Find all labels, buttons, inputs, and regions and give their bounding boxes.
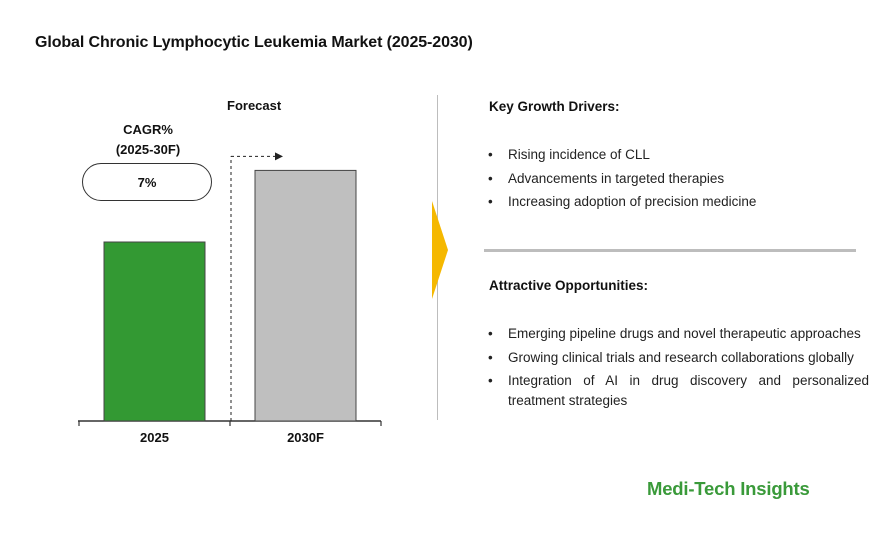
- x-tick-label: 2025: [140, 430, 169, 445]
- drivers-heading: Key Growth Drivers:: [489, 99, 620, 114]
- opportunities-list: Emerging pipeline drugs and novel therap…: [488, 324, 869, 415]
- brand-logo: Medi-Tech Insights: [647, 478, 810, 499]
- opportunity-item: Growing clinical trials and research col…: [488, 348, 869, 368]
- cagr-period: (2025-30F): [115, 142, 181, 157]
- drivers-list: Rising incidence of CLL Advancements in …: [488, 145, 788, 216]
- arrow-head-icon: [275, 152, 283, 161]
- cagr-value-pill: 7%: [82, 163, 212, 201]
- bar-2030f: [254, 169, 357, 422]
- bar-2025: [103, 241, 206, 422]
- cagr-title: CAGR%: [123, 122, 173, 137]
- driver-item: Increasing adoption of precision medicin…: [488, 192, 788, 212]
- opportunity-item: Emerging pipeline drugs and novel therap…: [488, 324, 869, 344]
- x-tick-label: 2030F: [287, 430, 324, 445]
- chart-title: Global Chronic Lymphocytic Leukemia Mark…: [35, 34, 473, 51]
- cagr-label: CAGR% (2025-30F): [90, 120, 206, 160]
- section-divider: [484, 249, 856, 252]
- arrow-right-icon: [432, 201, 448, 299]
- cagr-value: 7%: [137, 174, 157, 190]
- opportunities-heading: Attractive Opportunities:: [489, 278, 649, 293]
- driver-item: Advancements in targeted therapies: [488, 169, 788, 189]
- driver-item: Rising incidence of CLL: [488, 145, 788, 165]
- forecast-label: Forecast: [227, 98, 282, 113]
- opportunity-item: Integration of AI in drug discovery and …: [488, 371, 869, 411]
